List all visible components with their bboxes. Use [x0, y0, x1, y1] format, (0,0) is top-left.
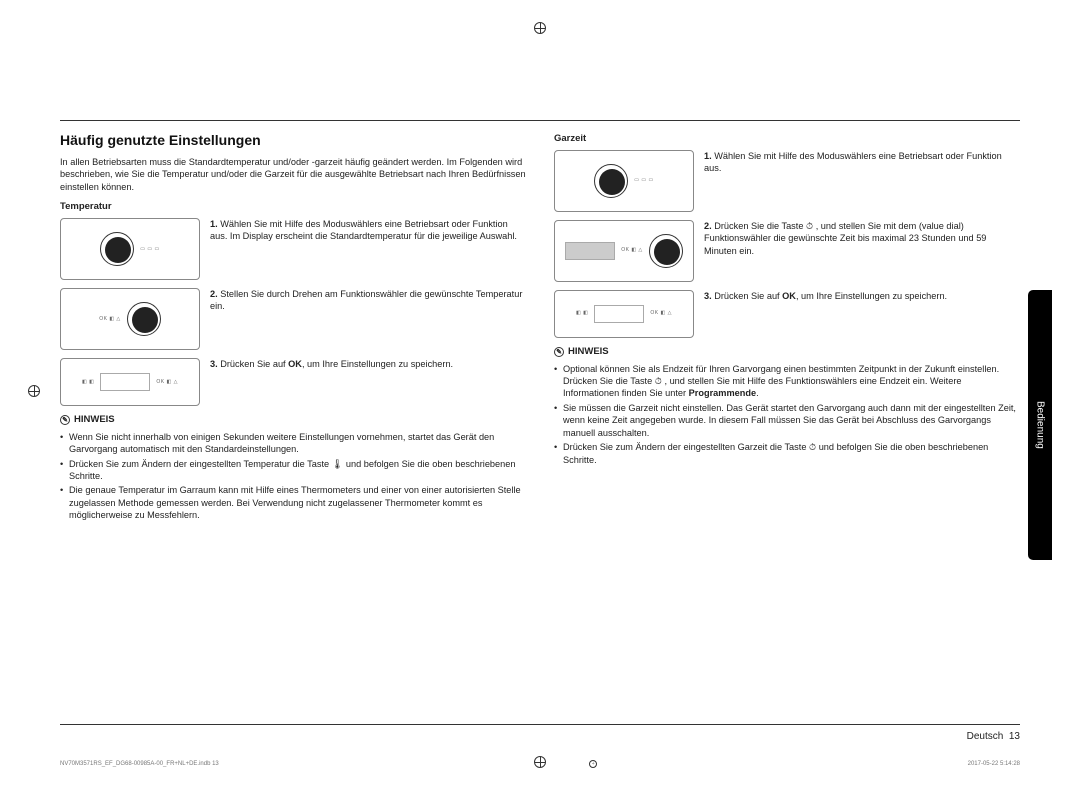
display-area-icon: [594, 305, 644, 323]
value-dial-icon: [127, 302, 161, 336]
oven-panel-illustration: OK ◧ △: [60, 288, 200, 350]
section-rule: [60, 120, 1020, 121]
subheading-temperature: Temperatur: [60, 201, 526, 214]
ok-bold: OK: [782, 291, 796, 301]
list-item: Drücken Sie zum Ändern der eingestellten…: [60, 458, 526, 483]
fine-print-date: 2017-05-22 5:14:28: [968, 761, 1020, 767]
step-row: OK ◧ △ 2. Drücken Sie die Taste ⏱ , und …: [554, 220, 1020, 282]
step-number: 3.: [210, 359, 218, 369]
programmende-bold: Programmende: [689, 388, 756, 398]
display-highlight-icon: [565, 242, 615, 260]
list-item: Drücken Sie zum Ändern der eingestellten…: [554, 441, 1020, 466]
page-content: Häufig genutzte Einstellungen In allen B…: [60, 120, 1020, 740]
step-number: 2.: [210, 289, 218, 299]
footer-rule: [60, 724, 1020, 725]
oven-panel-illustration: ◧ ◧ OK ◧ △: [60, 358, 200, 406]
ok-bold: OK: [288, 359, 302, 369]
list-item-text: Optional können Sie als Endzeit für Ihre…: [563, 364, 999, 399]
step-text: Stellen Sie durch Drehen am Funktionswäh…: [210, 289, 522, 311]
footer-page-label: Deutsch 13: [967, 731, 1020, 742]
oven-panel-illustration: OK ◧ △: [554, 220, 694, 282]
footer-language: Deutsch: [967, 731, 1004, 742]
step-row: ▭ ▭ ▭ 1. Wählen Sie mit Hilfe des Modusw…: [60, 218, 526, 280]
step-row: ▭ ▭ ▭ 1. Wählen Sie mit Hilfe des Modusw…: [554, 150, 1020, 212]
oven-panel-illustration: ▭ ▭ ▭: [554, 150, 694, 212]
column-left: Häufig genutzte Einstellungen In allen B…: [60, 131, 526, 524]
notice-list: Optional können Sie als Endzeit für Ihre…: [554, 363, 1020, 466]
value-dial-icon: [649, 234, 683, 268]
mode-dial-icon: [594, 164, 628, 198]
crop-mark-top: [534, 22, 546, 34]
panel-glyphs: OK ◧ △: [99, 316, 121, 323]
ok-label: OK ◧ △: [650, 310, 672, 317]
notice-list: Wenn Sie nicht innerhalb von einigen Sek…: [60, 431, 526, 522]
step-row: ◧ ◧ OK ◧ △ 3. Drücken Sie auf OK, um Ihr…: [60, 358, 526, 406]
ok-label: OK ◧ △: [156, 379, 178, 386]
step-text: Wählen Sie mit Hilfe des Moduswählers ei…: [704, 151, 1002, 173]
notice-heading: ✎ HINWEIS: [60, 414, 526, 427]
crop-mark-left: [28, 385, 40, 397]
subheading-garzeit: Garzeit: [554, 133, 1020, 146]
list-item: Sie müssen die Garzeit nicht einstellen.…: [554, 402, 1020, 439]
panel-glyphs: OK ◧ △: [621, 247, 643, 254]
section-tab: Bedienung: [1028, 290, 1052, 560]
step-number: 1.: [210, 219, 218, 229]
step-number: 3.: [704, 291, 712, 301]
step-text-post: , um Ihre Einstellungen zu speichern.: [302, 359, 453, 369]
notice-label: HINWEIS: [568, 346, 609, 359]
notice-label: HINWEIS: [74, 414, 115, 427]
list-item: Optional können Sie als Endzeit für Ihre…: [554, 363, 1020, 400]
step-text-pre: Drücken Sie auf: [714, 291, 782, 301]
mode-dial-icon: [100, 232, 134, 266]
footer-page-number: 13: [1009, 731, 1020, 742]
panel-glyphs: ▭ ▭ ▭: [140, 246, 159, 253]
fine-print-file: NV70M3571RS_EF_DG68-00985A-00_FR+NL+DE.i…: [60, 761, 219, 767]
panel-glyphs: ◧ ◧: [82, 379, 94, 386]
step-row: OK ◧ △ 2. Stellen Sie durch Drehen am Fu…: [60, 288, 526, 350]
step-text-post: , um Ihre Einstellungen zu speichern.: [796, 291, 947, 301]
notice-heading: ✎ HINWEIS: [554, 346, 1020, 359]
column-right: Garzeit ▭ ▭ ▭ 1. Wählen Sie mit Hilfe de…: [554, 131, 1020, 524]
step-row: ◧ ◧ OK ◧ △ 3. Drücken Sie auf OK, um Ihr…: [554, 290, 1020, 338]
list-item: Die genaue Temperatur im Garraum kann mi…: [60, 484, 526, 521]
oven-panel-illustration: ▭ ▭ ▭: [60, 218, 200, 280]
step-text: Drücken Sie die Taste ⏱ , und stellen Si…: [704, 221, 986, 256]
panel-glyphs: ▭ ▭ ▭: [634, 177, 653, 184]
section-title: Häufig genutzte Einstellungen: [60, 131, 526, 150]
oven-panel-illustration: ◧ ◧ OK ◧ △: [554, 290, 694, 338]
note-icon: ✎: [60, 415, 70, 425]
step-text-pre: Drücken Sie auf: [220, 359, 288, 369]
list-item: Wenn Sie nicht innerhalb von einigen Sek…: [60, 431, 526, 456]
step-text: Wählen Sie mit Hilfe des Moduswählers ei…: [210, 219, 517, 241]
note-icon: ✎: [554, 347, 564, 357]
step-number: 1.: [704, 151, 712, 161]
intro-text: In allen Betriebsarten muss die Standard…: [60, 156, 526, 193]
fine-print: NV70M3571RS_EF_DG68-00985A-00_FR+NL+DE.i…: [60, 760, 1020, 768]
panel-glyphs: ◧ ◧: [576, 310, 588, 317]
display-area-icon: [100, 373, 150, 391]
step-number: 2.: [704, 221, 712, 231]
crop-center-icon: +: [589, 760, 597, 768]
